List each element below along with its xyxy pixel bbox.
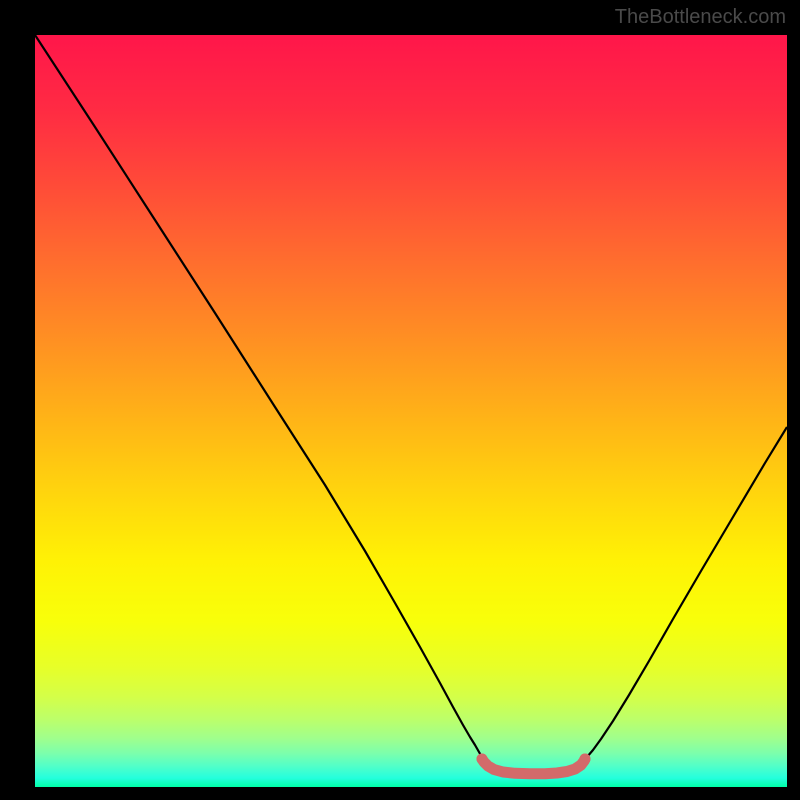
chart-background [35, 35, 787, 787]
bottleneck-chart [35, 35, 787, 787]
watermark-text: TheBottleneck.com [615, 6, 786, 29]
chart-svg [35, 35, 787, 787]
marker-dot [477, 754, 488, 765]
marker-dot [580, 754, 591, 765]
